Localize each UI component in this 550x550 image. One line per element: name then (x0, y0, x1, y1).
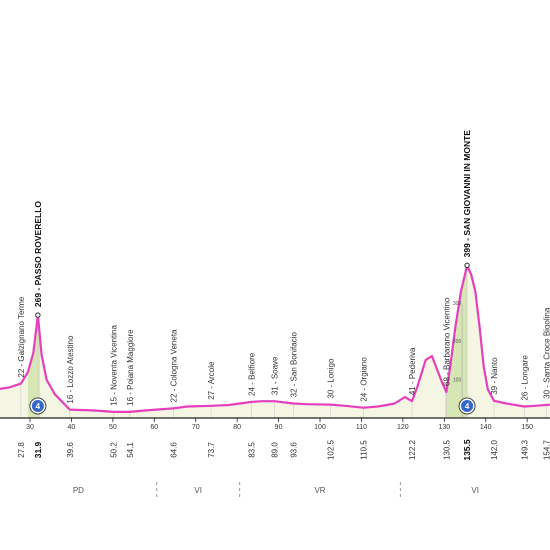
waypoint-name-5: 22 - Cologna Veneta (169, 329, 178, 402)
province-label-3: VI (471, 486, 479, 495)
km-tick-label-9: 120 (397, 424, 409, 431)
waypoint-name-0: 22 - Galzignano Terme (17, 296, 26, 377)
km-tick-label-7: 100 (314, 424, 326, 431)
km-tick-label-5: 80 (233, 424, 241, 431)
altitude-tick-0: 100 (453, 377, 462, 383)
summit-marker-1 (464, 262, 470, 269)
climb-category-label-0: 4 (36, 402, 41, 411)
profile-line (0, 264, 550, 413)
altitude-tick-2: 300 (453, 301, 462, 307)
profile-area (0, 265, 550, 418)
waypoint-km-6: 73.7 (207, 442, 216, 458)
waypoint-km-10: 102.5 (326, 439, 335, 460)
waypoint-km-4: 54.1 (126, 442, 135, 458)
waypoint-name-13: 68 - Barbarano Vicentino (442, 297, 451, 386)
waypoint-name-7: 24 - Belfiore (248, 352, 257, 396)
waypoint-name-4: 16 - Poiana Maggiore (126, 329, 135, 406)
waypoint-km-7: 83.5 (248, 442, 257, 458)
waypoint-name-12: 41 - Pederiva (408, 347, 417, 395)
climb-shading-0 (27, 315, 40, 418)
waypoint-name-2: 16 - Lozzo Atestino (66, 335, 75, 404)
km-tick-label-10: 130 (438, 424, 450, 431)
climb-category-label-1: 4 (465, 402, 470, 411)
waypoint-km-2: 39.6 (66, 442, 75, 458)
waypoint-name-8: 31 - Soave (270, 356, 279, 395)
altitude-tick-1: 200 (453, 339, 462, 345)
waypoint-km-17: 154.7 (543, 439, 550, 460)
waypoint-name-6: 27 - Arcole (207, 361, 216, 400)
km-tick-label-6: 90 (275, 424, 283, 431)
waypoint-name-14: 399 - SAN GIOVANNI IN MONTE (462, 130, 472, 258)
km-tick-label-12: 150 (521, 424, 533, 431)
climb-badge-disc-0 (31, 400, 44, 412)
km-tick-label-0: 30 (26, 424, 34, 431)
waypoint-km-13: 130.5 (442, 439, 451, 460)
province-label-0: PD (73, 486, 84, 495)
waypoint-km-1: 31.9 (33, 441, 43, 458)
province-label-1: VI (194, 486, 202, 495)
km-tick-label-2: 50 (109, 424, 117, 431)
waypoint-name-16: 26 - Longare (520, 355, 529, 401)
waypoint-km-11: 110.5 (360, 440, 369, 460)
waypoint-name-11: 24 - Orgiano (360, 357, 369, 402)
waypoint-km-14: 135.5 (462, 439, 472, 461)
waypoint-km-5: 64.6 (169, 442, 178, 458)
waypoint-km-16: 149.3 (520, 439, 529, 460)
waypoint-name-1: 269 - PASSO ROVERELLO (33, 201, 43, 308)
waypoint-name-17: 30 - Santa Croce Bigolina (543, 307, 550, 399)
km-tick-label-3: 60 (150, 424, 158, 431)
km-tick-label-11: 140 (480, 424, 492, 431)
waypoint-km-9: 93.6 (289, 442, 298, 458)
waypoint-km-12: 122.2 (408, 439, 417, 460)
waypoint-km-8: 89.0 (270, 442, 279, 458)
km-tick-label-4: 70 (192, 424, 200, 431)
km-tick-label-1: 40 (68, 424, 76, 431)
waypoint-name-15: 39 - Nanto (490, 357, 499, 395)
waypoint-name-10: 30 - Lonigo (326, 358, 335, 399)
province-label-2: VR (314, 486, 325, 495)
km-tick-label-8: 110 (356, 424, 367, 431)
waypoint-name-9: 32 - San Bonifacio (289, 332, 298, 398)
climb-badge-disc-1 (461, 400, 474, 412)
waypoint-km-0: 27.8 (17, 442, 26, 458)
summit-marker-0 (35, 312, 41, 318)
waypoint-name-3: 15 - Noventa Vicentina (110, 325, 119, 406)
waypoint-km-3: 50.2 (110, 442, 119, 458)
waypoint-km-15: 142.0 (490, 439, 499, 460)
